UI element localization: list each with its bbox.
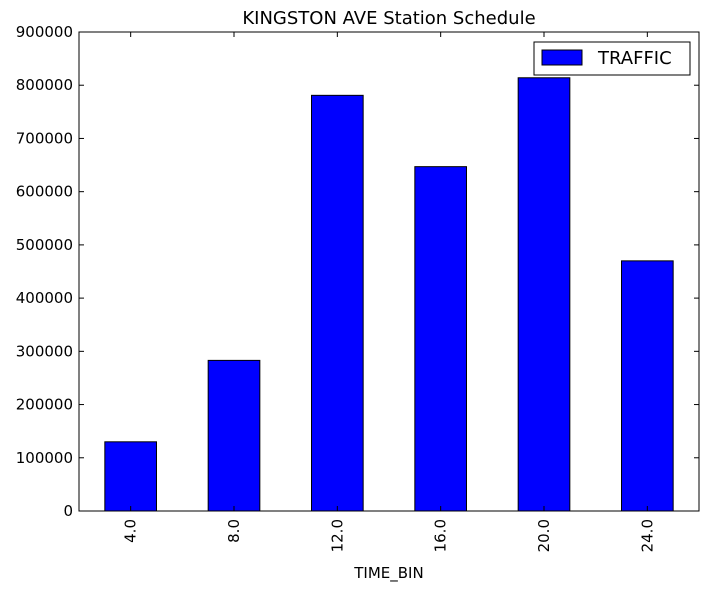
- bar-8.0: [207, 359, 261, 512]
- ticks-layer: [79, 31, 699, 512]
- y-tick-label: 500000: [16, 236, 73, 254]
- y-tick-label: 600000: [16, 183, 73, 201]
- x-tick-labels: 4.0 8.0 12.0 16.0 20.0 24.0: [122, 519, 657, 552]
- bar-12.0: [311, 94, 364, 512]
- y-tick-label: 200000: [16, 396, 73, 414]
- bar-16.0: [414, 166, 468, 512]
- y-tick-label: 300000: [16, 342, 73, 360]
- y-tick-label: 0: [63, 502, 73, 520]
- legend-label: TRAFFIC: [597, 48, 672, 69]
- y-tick-label: 100000: [16, 449, 73, 467]
- plot-frame: [78, 31, 700, 512]
- legend: TRAFFIC: [533, 41, 691, 76]
- x-tick-label: 4.0: [122, 519, 140, 543]
- x-tick-label: 24.0: [638, 519, 656, 552]
- bar-24.0: [621, 260, 674, 512]
- y-tick-label: 900000: [16, 23, 73, 41]
- x-tick-label: 8.0: [225, 519, 243, 543]
- y-tick-label: 700000: [16, 129, 73, 147]
- bar-20.0: [517, 77, 571, 512]
- x-tick-label: 12.0: [328, 519, 346, 552]
- legend-swatch: [541, 49, 583, 66]
- x-tick-label: 16.0: [432, 519, 450, 552]
- y-tick-label: 800000: [16, 76, 73, 94]
- x-axis-label: TIME_BIN: [353, 564, 423, 583]
- chart-title: KINGSTON AVE Station Schedule: [242, 8, 535, 29]
- bar-4.0: [104, 441, 158, 512]
- bars-layer: [104, 77, 674, 512]
- y-tick-labels: 0 100000 200000 300000 400000 500000 600000 700…: [16, 23, 73, 520]
- y-tick-label: 400000: [16, 289, 73, 307]
- x-tick-label: 20.0: [535, 519, 553, 552]
